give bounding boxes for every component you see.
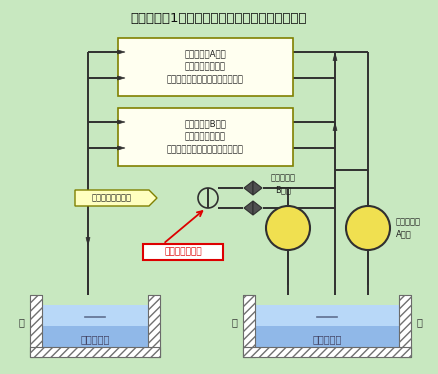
Text: 海水ポンプ
A系統: 海水ポンプ A系統 bbox=[395, 218, 420, 238]
Polygon shape bbox=[244, 201, 252, 215]
Bar bbox=[30, 347, 159, 357]
Text: 海水ピット: 海水ピット bbox=[311, 334, 341, 344]
Text: 海: 海 bbox=[230, 317, 237, 327]
Bar bbox=[118, 108, 292, 166]
Bar bbox=[42, 305, 148, 326]
Text: 当該漏えい箇所: 当該漏えい箇所 bbox=[164, 248, 201, 257]
Bar bbox=[30, 347, 159, 357]
Polygon shape bbox=[117, 50, 125, 54]
Text: １次系補機A系統
原子炉補機冷却器
（非常用ディーゼル発電機　等）: １次系補機A系統 原子炉補機冷却器 （非常用ディーゼル発電機 等） bbox=[167, 49, 244, 85]
Polygon shape bbox=[86, 237, 90, 245]
Bar bbox=[243, 295, 254, 357]
Bar bbox=[398, 295, 410, 357]
Text: ２次系補機冷却用: ２次系補機冷却用 bbox=[92, 193, 132, 202]
Polygon shape bbox=[244, 181, 252, 195]
Bar bbox=[148, 295, 159, 357]
Text: 海: 海 bbox=[18, 317, 24, 327]
Polygon shape bbox=[75, 190, 157, 206]
Polygon shape bbox=[252, 181, 261, 195]
Text: １次系補機B系統
原子炉補機冷却器
（非常用ディーゼル発電機　等）: １次系補機B系統 原子炉補機冷却器 （非常用ディーゼル発電機 等） bbox=[167, 119, 244, 155]
Bar bbox=[143, 244, 223, 260]
Bar bbox=[254, 326, 398, 352]
Bar bbox=[254, 305, 398, 326]
Polygon shape bbox=[117, 146, 125, 150]
Polygon shape bbox=[117, 120, 125, 124]
Text: 海水ポンプ
B系統: 海水ポンプ B系統 bbox=[270, 173, 295, 194]
Polygon shape bbox=[332, 53, 336, 61]
Bar bbox=[30, 295, 42, 357]
Bar bbox=[148, 295, 159, 357]
Bar bbox=[42, 326, 148, 352]
Text: 伊方発電所1号機　海水ポンプまわり概略系統図: 伊方発電所1号機 海水ポンプまわり概略系統図 bbox=[131, 12, 307, 25]
Text: 放水ピット: 放水ピット bbox=[80, 334, 110, 344]
Circle shape bbox=[265, 206, 309, 250]
Bar bbox=[398, 295, 410, 357]
Bar bbox=[118, 38, 292, 96]
Polygon shape bbox=[332, 123, 336, 131]
Polygon shape bbox=[252, 201, 261, 215]
Bar bbox=[243, 347, 410, 357]
Circle shape bbox=[345, 206, 389, 250]
Bar bbox=[30, 295, 42, 357]
Bar bbox=[243, 347, 410, 357]
Bar bbox=[243, 295, 254, 357]
Polygon shape bbox=[117, 76, 125, 80]
Text: 海: 海 bbox=[416, 317, 422, 327]
